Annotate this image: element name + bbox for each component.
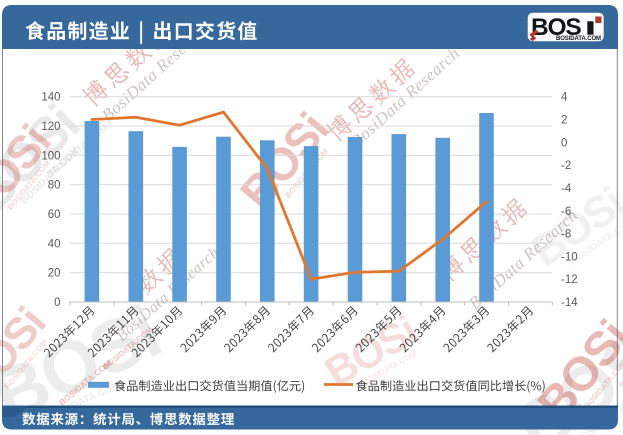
svg-text:80: 80 bbox=[48, 180, 61, 192]
svg-text:-8: -8 bbox=[561, 229, 571, 241]
svg-text:0: 0 bbox=[54, 297, 60, 309]
svg-text:4: 4 bbox=[561, 92, 568, 104]
svg-text:20: 20 bbox=[48, 268, 61, 280]
svg-text:40: 40 bbox=[48, 238, 61, 250]
svg-text:-10: -10 bbox=[561, 251, 578, 263]
svg-text:120: 120 bbox=[41, 121, 60, 133]
svg-text:-12: -12 bbox=[561, 274, 578, 286]
svg-text:60: 60 bbox=[48, 209, 61, 221]
svg-text:-4: -4 bbox=[561, 183, 572, 195]
svg-text:-2: -2 bbox=[561, 160, 571, 172]
svg-text:BOS: BOS bbox=[531, 14, 581, 41]
svg-text:BOSIDATA.COM: BOSIDATA.COM bbox=[556, 36, 601, 42]
svg-text:0: 0 bbox=[561, 137, 567, 149]
svg-text:140: 140 bbox=[41, 92, 60, 104]
svg-text:-14: -14 bbox=[561, 297, 578, 309]
svg-text:100: 100 bbox=[41, 150, 60, 162]
svg-text:-6: -6 bbox=[561, 206, 571, 218]
svg-text:2: 2 bbox=[561, 115, 567, 127]
